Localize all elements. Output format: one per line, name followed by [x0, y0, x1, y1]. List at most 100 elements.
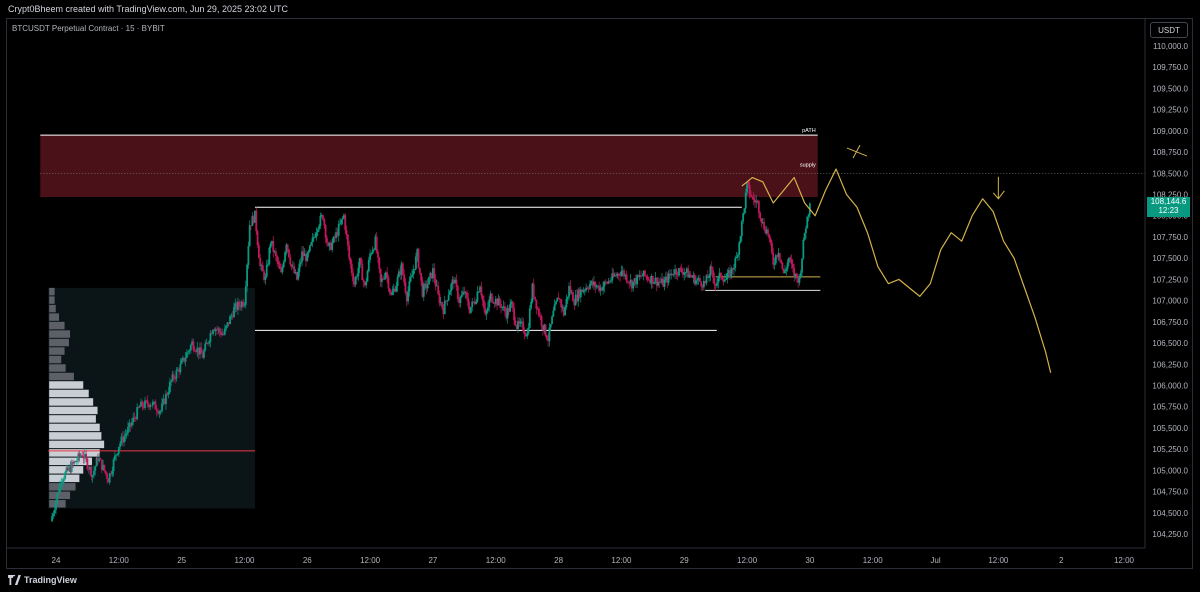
candle-body [562, 306, 565, 316]
candle-body [504, 306, 506, 312]
candle-body [77, 453, 80, 461]
candle-body [777, 252, 780, 257]
candle-body [608, 281, 611, 283]
candle-body [301, 251, 303, 262]
candle-body [750, 194, 752, 197]
candle-body [354, 277, 357, 285]
candle-body [306, 253, 309, 262]
candle-body [106, 473, 108, 479]
candle-body [553, 304, 556, 311]
candle-body [577, 289, 580, 302]
candle-body [289, 257, 292, 265]
candle-body [396, 276, 399, 287]
candle-body [527, 327, 530, 334]
candle-body [657, 281, 659, 286]
candle-body [268, 247, 271, 264]
candle-body [261, 265, 264, 272]
candle-body [99, 458, 102, 460]
candle-body [168, 381, 171, 393]
candle-body [280, 269, 283, 273]
candle-body [776, 255, 779, 257]
candle-body [108, 473, 111, 483]
candle-body [53, 509, 56, 514]
volume-profile-bar [49, 491, 71, 500]
time-tick-label: 29 [680, 556, 689, 565]
candle-body [785, 268, 788, 271]
price-tick-label: 107,750.0 [1152, 233, 1188, 242]
currency-selector[interactable]: USDT [1150, 22, 1188, 38]
candle-body [748, 184, 751, 195]
candle-body [534, 296, 536, 300]
bar-countdown: 12:23 [1158, 206, 1179, 216]
candle-body [225, 325, 228, 329]
candle-body [195, 351, 197, 353]
candle-body [443, 300, 446, 315]
candle-body [485, 310, 488, 315]
candle-body [556, 297, 559, 302]
candle-body [460, 294, 463, 298]
candle-body [212, 329, 214, 334]
candle-body [679, 268, 682, 269]
candle-body [90, 466, 93, 477]
candle-body [336, 232, 339, 236]
candle-body [483, 300, 485, 309]
candle-body [613, 275, 616, 277]
candle-body [231, 315, 234, 318]
candle-body [710, 266, 713, 271]
candle-body [256, 231, 259, 246]
candle-body [373, 249, 375, 251]
candle-body [628, 282, 631, 284]
candle-body [199, 347, 201, 355]
candle-body [551, 316, 553, 325]
candle-body [267, 263, 269, 266]
projection-path [741, 168, 1052, 373]
candle-body [95, 457, 98, 467]
candle-body [335, 232, 337, 238]
candle-body [418, 267, 421, 273]
candle-body [303, 253, 306, 257]
candle-body [539, 315, 542, 317]
tradingview-logo-icon[interactable] [8, 575, 21, 585]
candle-body [755, 200, 758, 203]
candle-body [695, 280, 697, 285]
volume-profile-bar [49, 364, 66, 372]
candle-body [295, 272, 298, 280]
candle-body [617, 273, 620, 276]
candle-body [477, 291, 480, 293]
tradingview-brand[interactable]: TradingView [24, 575, 77, 585]
candle-body [263, 271, 266, 280]
symbol-title[interactable]: BTCUSDT Perpetual Contract · 15 · BYBIT [12, 24, 165, 33]
price-tick-label: 105,250.0 [1152, 445, 1188, 454]
candle-body [488, 299, 491, 308]
candle-body [409, 277, 412, 282]
candle-body [650, 275, 653, 284]
candle-body [640, 275, 642, 277]
candle-body [339, 223, 341, 225]
candle-body [341, 218, 344, 220]
chart-frame[interactable] [6, 18, 1193, 569]
candle-body [450, 283, 453, 292]
candle-body [382, 278, 385, 280]
candle-body [320, 215, 323, 216]
candle-body [350, 263, 353, 274]
candle-body [599, 287, 602, 291]
candle-body [222, 333, 225, 335]
candle-body [487, 307, 489, 311]
candle-body [56, 493, 59, 501]
candle-body [332, 236, 335, 243]
volume-profile-bar [49, 440, 105, 449]
volume-profile-bar [49, 321, 65, 330]
candle-body [425, 283, 428, 289]
candle-body [404, 282, 407, 293]
candle-body [70, 462, 73, 472]
candle-body [620, 271, 623, 276]
candle-body [412, 270, 415, 276]
candle-body [272, 240, 275, 252]
candle-body [754, 199, 756, 203]
candle-body [282, 261, 285, 267]
candle-body [521, 321, 523, 323]
candle-body [269, 243, 272, 248]
candle-body [621, 270, 624, 272]
candle-body [66, 467, 69, 471]
